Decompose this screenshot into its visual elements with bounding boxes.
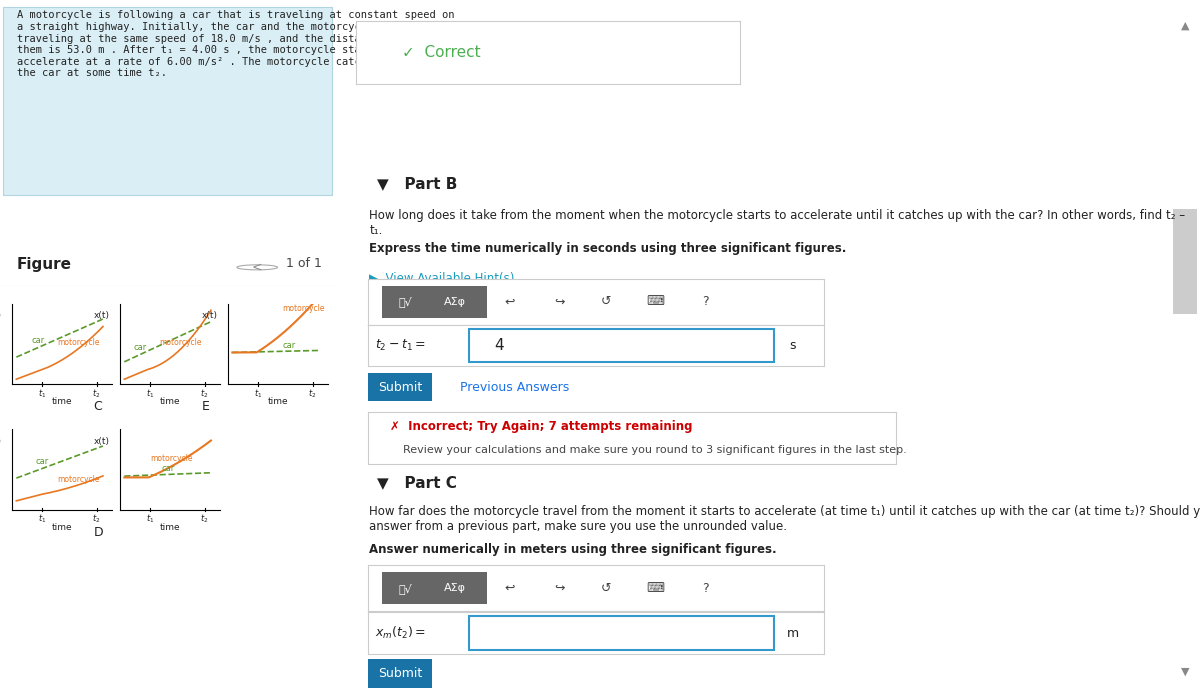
Text: ↪: ↪ bbox=[554, 295, 565, 309]
Text: car: car bbox=[161, 463, 174, 473]
Text: ⌨: ⌨ bbox=[647, 295, 665, 309]
Text: How far does the motorcycle travel from the moment it starts to accelerate (at t: How far does the motorcycle travel from … bbox=[370, 505, 1200, 533]
Bar bbox=[469, 616, 774, 650]
Text: ▼   Part C: ▼ Part C bbox=[378, 475, 457, 490]
Text: s: s bbox=[790, 339, 796, 352]
Text: car: car bbox=[31, 336, 44, 345]
Text: $x_m(t_2) =$: $x_m(t_2) =$ bbox=[374, 625, 426, 641]
Text: $t_2$: $t_2$ bbox=[200, 387, 209, 400]
Bar bbox=[382, 572, 437, 604]
Text: time: time bbox=[160, 523, 180, 532]
Text: time: time bbox=[52, 523, 72, 532]
Text: <: < bbox=[252, 261, 263, 274]
Text: ↩: ↩ bbox=[504, 581, 515, 595]
Bar bbox=[432, 572, 487, 604]
Text: motorcycle: motorcycle bbox=[151, 454, 193, 463]
Text: $t_2$: $t_2$ bbox=[308, 387, 317, 400]
Text: x(t): x(t) bbox=[94, 311, 110, 320]
Text: Previous Answers: Previous Answers bbox=[460, 381, 569, 394]
Text: ?: ? bbox=[702, 295, 709, 309]
Text: Answer numerically in meters using three significant figures.: Answer numerically in meters using three… bbox=[370, 543, 776, 556]
Text: $t_2$: $t_2$ bbox=[200, 513, 209, 526]
Text: $t_2 - t_1 =$: $t_2 - t_1 =$ bbox=[374, 338, 426, 353]
Text: ⬛√: ⬛√ bbox=[398, 583, 412, 593]
Bar bbox=[4, 7, 331, 195]
Text: x(t): x(t) bbox=[0, 437, 2, 446]
Text: ⌨: ⌨ bbox=[647, 581, 665, 595]
Text: x(t): x(t) bbox=[0, 311, 2, 320]
Text: ▼: ▼ bbox=[1181, 667, 1189, 677]
Text: motorcycle: motorcycle bbox=[58, 475, 100, 484]
Text: C: C bbox=[94, 400, 102, 413]
Text: car: car bbox=[282, 341, 295, 350]
Text: $t_1$: $t_1$ bbox=[145, 513, 154, 526]
Text: ↩: ↩ bbox=[504, 295, 515, 309]
Text: A motorcycle is following a car that is traveling at constant speed on
a straigh: A motorcycle is following a car that is … bbox=[17, 10, 455, 78]
Text: $t_1$: $t_1$ bbox=[37, 513, 46, 526]
Text: Submit: Submit bbox=[378, 381, 422, 394]
Text: 1 of 1: 1 of 1 bbox=[286, 257, 322, 270]
Text: $t_2$: $t_2$ bbox=[92, 513, 101, 526]
Text: ▲: ▲ bbox=[1181, 21, 1189, 31]
Text: x(t): x(t) bbox=[202, 311, 218, 320]
Text: ▶  View Available Hint(s): ▶ View Available Hint(s) bbox=[370, 272, 515, 285]
Text: ✗  Incorrect; Try Again; 7 attempts remaining: ✗ Incorrect; Try Again; 7 attempts remai… bbox=[390, 420, 692, 433]
Text: x(t): x(t) bbox=[94, 437, 110, 446]
Bar bbox=[382, 286, 437, 318]
Text: $t_1$: $t_1$ bbox=[253, 387, 262, 400]
Text: ▼   Part B: ▼ Part B bbox=[378, 176, 457, 191]
Text: 4: 4 bbox=[494, 338, 504, 353]
Text: $t_1$: $t_1$ bbox=[37, 387, 46, 400]
Bar bbox=[469, 329, 774, 362]
Text: Submit: Submit bbox=[378, 667, 422, 680]
Text: time: time bbox=[268, 397, 288, 406]
Text: E: E bbox=[202, 400, 210, 413]
Text: ΑΣφ: ΑΣφ bbox=[444, 297, 466, 307]
Text: $t_1$: $t_1$ bbox=[145, 387, 154, 400]
Bar bbox=[432, 286, 487, 318]
Text: ↺: ↺ bbox=[600, 295, 611, 309]
Text: car: car bbox=[133, 343, 146, 352]
Text: m: m bbox=[786, 627, 798, 639]
Text: Figure: Figure bbox=[17, 257, 72, 272]
Bar bbox=[368, 373, 432, 401]
Text: time: time bbox=[52, 397, 72, 406]
Text: ↺: ↺ bbox=[600, 581, 611, 595]
Text: time: time bbox=[160, 397, 180, 406]
Text: Express the time numerically in seconds using three significant figures.: Express the time numerically in seconds … bbox=[370, 242, 846, 255]
Text: D: D bbox=[94, 526, 103, 539]
Text: ⬛√: ⬛√ bbox=[398, 297, 412, 307]
Text: ✓  Correct: ✓ Correct bbox=[402, 45, 481, 60]
Text: ↪: ↪ bbox=[554, 581, 565, 595]
Text: car: car bbox=[36, 457, 49, 466]
Text: ΑΣφ: ΑΣφ bbox=[444, 583, 466, 593]
Text: ?: ? bbox=[702, 581, 709, 595]
Text: ▶  View Available Hint(s): ▶ View Available Hint(s) bbox=[370, 569, 515, 581]
Text: $t_2$: $t_2$ bbox=[92, 387, 101, 400]
Text: motorcycle: motorcycle bbox=[282, 304, 324, 313]
Circle shape bbox=[236, 265, 277, 270]
Text: How long does it take from the moment when the motorcycle starts to accelerate u: How long does it take from the moment wh… bbox=[370, 209, 1186, 237]
Bar bbox=[1174, 209, 1198, 314]
Bar bbox=[368, 659, 432, 688]
Text: motorcycle: motorcycle bbox=[160, 338, 202, 347]
Text: motorcycle: motorcycle bbox=[58, 338, 100, 347]
Text: Review your calculations and make sure you round to 3 significant figures in the: Review your calculations and make sure y… bbox=[403, 445, 906, 454]
